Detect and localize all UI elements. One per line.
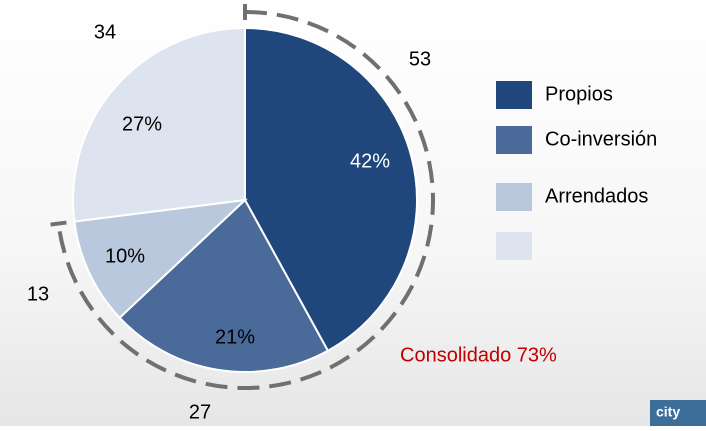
legend-label: Propios <box>545 83 613 105</box>
legend-swatch <box>496 183 532 211</box>
logo: city <box>656 404 680 420</box>
count-label: 27 <box>189 401 211 423</box>
consolidated-arc <box>56 10 435 390</box>
annotation: Consolidado 73% <box>400 344 557 366</box>
slice-label: 21% <box>215 326 255 348</box>
legend-swatch <box>496 232 532 260</box>
slice-label: 10% <box>105 245 145 267</box>
pie-slice <box>118 198 330 373</box>
pie-slice <box>72 26 246 223</box>
legend-label: Arrendados <box>545 185 648 207</box>
pie-slice <box>73 198 248 320</box>
arc-end-tick <box>50 220 67 227</box>
count-label: 53 <box>409 48 431 70</box>
count-label: 13 <box>27 283 49 305</box>
legend-swatch <box>496 81 532 109</box>
legend-swatch <box>496 126 532 154</box>
logo-box <box>650 400 706 426</box>
slice-label: 42% <box>350 150 390 172</box>
count-label: 34 <box>94 21 116 43</box>
legend-label: Co-inversión <box>545 128 657 150</box>
pie-slice <box>244 26 419 353</box>
slice-label: 27% <box>122 113 162 135</box>
